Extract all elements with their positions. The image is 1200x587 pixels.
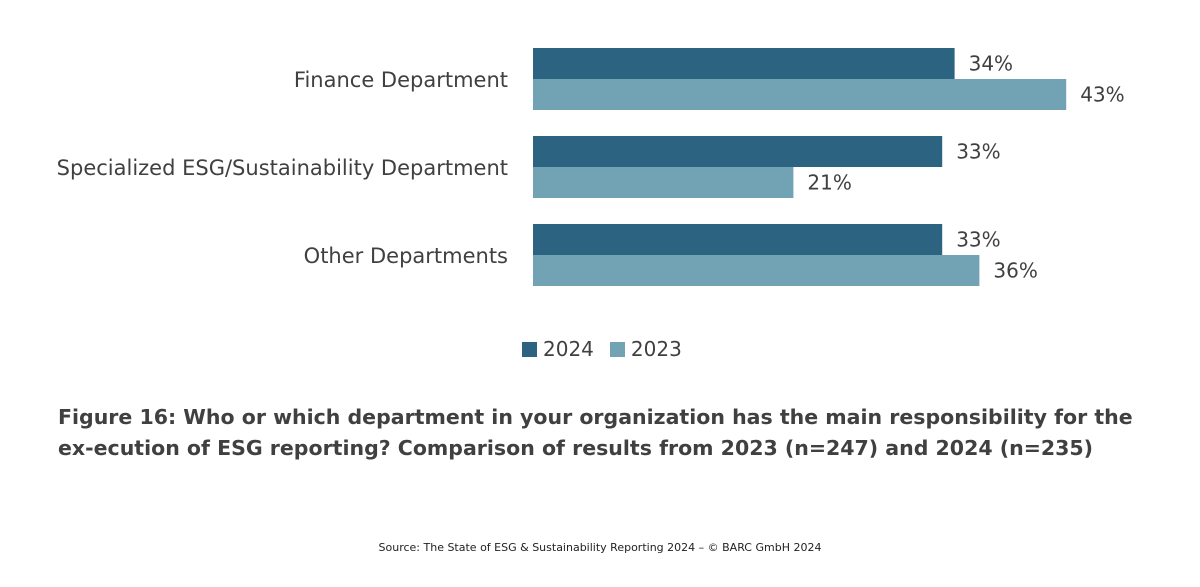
bar-2024 [533, 136, 943, 167]
bar-2023 [533, 255, 980, 286]
legend-item-2023: 2023 [609, 337, 682, 361]
bar-2023 [533, 79, 1067, 110]
legend-label-2024: 2024 [543, 337, 594, 361]
data-label-2024: 33% [956, 228, 1000, 252]
chart-legend: 2024 2023 [522, 336, 698, 362]
bar-2024 [533, 48, 955, 79]
data-label-2023: 43% [1080, 83, 1124, 107]
data-label-2024: 34% [969, 52, 1013, 76]
data-label-2023: 36% [993, 259, 1037, 283]
legend-item-2024: 2024 [522, 337, 594, 361]
figure-caption: Figure 16: Who or which department in yo… [58, 405, 1133, 460]
source-note: Source: The State of ESG & Sustainabilit… [378, 541, 822, 554]
category-label: Specialized ESG/Sustainability Departmen… [57, 156, 508, 180]
bar-2023 [533, 167, 794, 198]
legend-swatch-2024 [522, 341, 537, 357]
bar-chart: Finance Department 34% 43% Specialized ESG/… [57, 48, 1125, 286]
category-label: Other Departments [304, 244, 508, 268]
legend-label-2023: 2023 [630, 337, 682, 361]
bar-2024 [533, 224, 943, 255]
data-label-2024: 33% [956, 140, 1000, 164]
data-label-2023: 21% [807, 171, 851, 195]
category-label: Finance Department [294, 68, 508, 92]
legend-swatch-2023 [609, 341, 625, 357]
